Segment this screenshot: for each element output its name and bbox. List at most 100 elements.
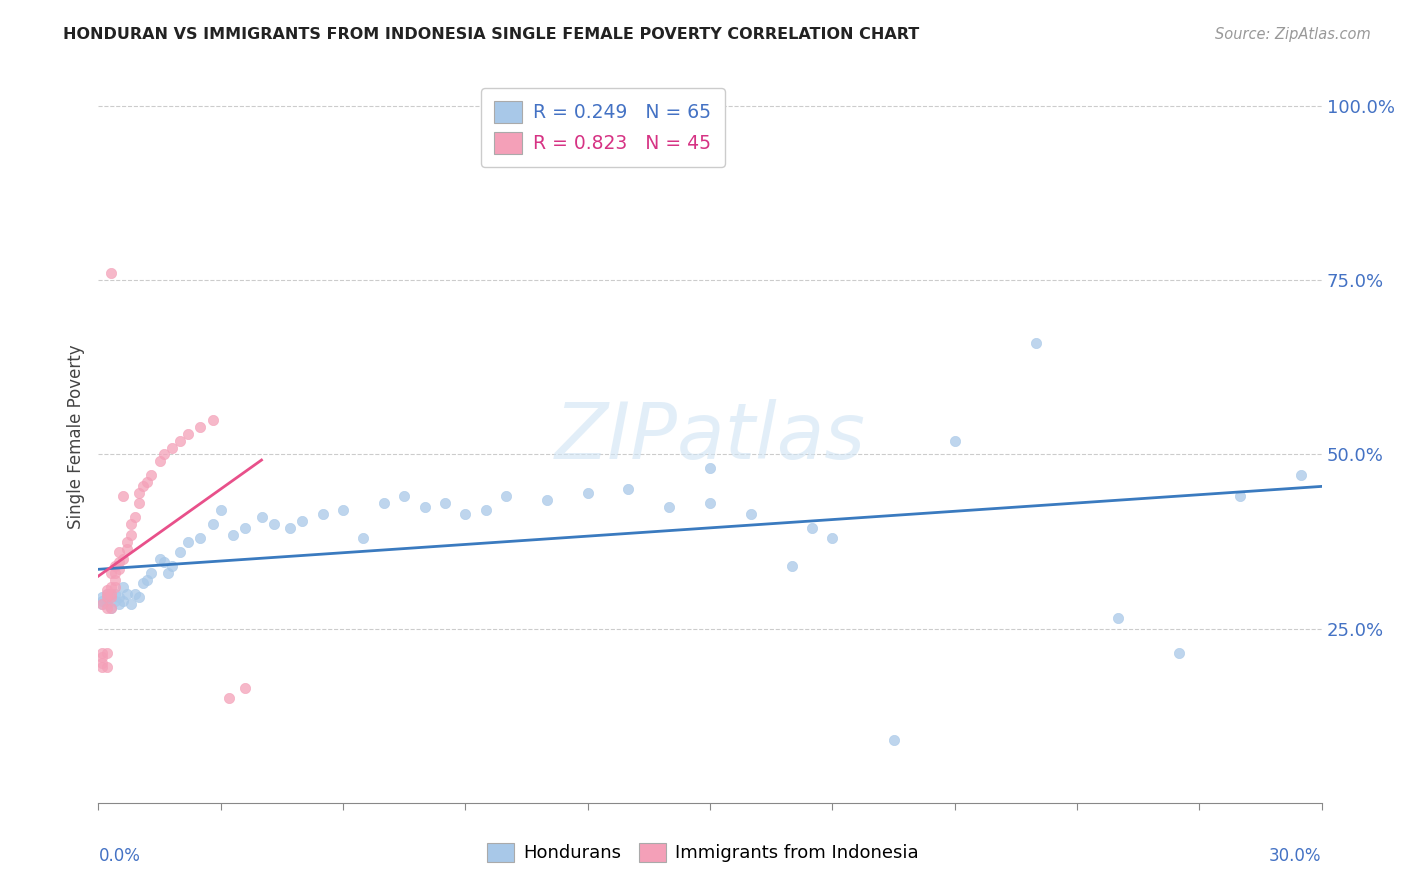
Point — [943, 434, 966, 448]
Point — [209, 503, 232, 517]
Point — [104, 587, 127, 601]
Point — [152, 448, 174, 462]
Point — [132, 576, 155, 591]
Point — [96, 591, 118, 605]
Point — [96, 583, 118, 598]
Point — [332, 503, 354, 517]
Point — [1025, 336, 1047, 351]
Point — [104, 573, 127, 587]
Point — [96, 587, 118, 601]
Text: Source: ZipAtlas.com: Source: ZipAtlas.com — [1215, 27, 1371, 42]
Point — [108, 545, 131, 559]
Point — [352, 531, 374, 545]
Point — [152, 556, 174, 570]
Point — [100, 566, 122, 580]
Point — [821, 531, 844, 545]
Point — [100, 591, 122, 605]
Point — [115, 534, 138, 549]
Point — [124, 587, 146, 601]
Point — [111, 489, 134, 503]
Point — [233, 521, 256, 535]
Y-axis label: Single Female Poverty: Single Female Poverty — [66, 345, 84, 529]
Legend: Hondurans, Immigrants from Indonesia: Hondurans, Immigrants from Indonesia — [479, 836, 927, 870]
Point — [100, 600, 122, 615]
Point — [120, 517, 142, 532]
Point — [1167, 646, 1189, 660]
Point — [392, 489, 416, 503]
Point — [100, 591, 122, 605]
Point — [128, 485, 150, 500]
Point — [263, 517, 285, 532]
Point — [291, 514, 314, 528]
Point — [91, 591, 114, 605]
Point — [495, 489, 517, 503]
Point — [100, 587, 122, 601]
Point — [780, 558, 803, 573]
Point — [100, 587, 122, 601]
Point — [91, 649, 114, 664]
Point — [96, 597, 118, 611]
Text: 30.0%: 30.0% — [1270, 847, 1322, 864]
Point — [115, 541, 138, 556]
Point — [177, 534, 200, 549]
Point — [156, 566, 179, 580]
Point — [91, 660, 114, 674]
Point — [883, 733, 905, 747]
Point — [1107, 611, 1129, 625]
Point — [96, 591, 118, 605]
Point — [104, 566, 127, 580]
Point — [658, 500, 681, 514]
Point — [136, 475, 159, 490]
Point — [149, 552, 172, 566]
Point — [104, 594, 127, 608]
Point — [128, 591, 150, 605]
Point — [96, 646, 118, 660]
Point — [188, 419, 212, 434]
Point — [91, 657, 114, 671]
Point — [108, 556, 131, 570]
Point — [128, 496, 150, 510]
Point — [120, 527, 142, 541]
Point — [413, 500, 436, 514]
Point — [96, 587, 118, 601]
Point — [801, 521, 824, 535]
Point — [91, 597, 114, 611]
Legend: R = 0.249   N = 65, R = 0.823   N = 45: R = 0.249 N = 65, R = 0.823 N = 45 — [481, 88, 724, 167]
Point — [740, 507, 762, 521]
Point — [373, 496, 395, 510]
Text: 0.0%: 0.0% — [98, 847, 141, 864]
Point — [454, 507, 477, 521]
Point — [169, 545, 191, 559]
Point — [278, 521, 301, 535]
Point — [617, 483, 640, 497]
Point — [100, 600, 122, 615]
Point — [141, 468, 163, 483]
Point — [91, 594, 114, 608]
Point — [111, 594, 134, 608]
Point — [100, 266, 122, 280]
Point — [312, 507, 335, 521]
Point — [111, 552, 134, 566]
Point — [141, 566, 163, 580]
Point — [149, 454, 172, 468]
Point — [250, 510, 273, 524]
Point — [100, 580, 122, 594]
Point — [434, 496, 457, 510]
Point — [201, 517, 224, 532]
Point — [201, 412, 224, 426]
Point — [104, 558, 127, 573]
Point — [111, 580, 134, 594]
Point — [120, 597, 142, 611]
Point — [91, 646, 114, 660]
Point — [124, 510, 146, 524]
Point — [132, 479, 155, 493]
Point — [108, 591, 131, 605]
Point — [188, 531, 212, 545]
Point — [96, 594, 118, 608]
Point — [177, 426, 200, 441]
Text: HONDURAN VS IMMIGRANTS FROM INDONESIA SINGLE FEMALE POVERTY CORRELATION CHART: HONDURAN VS IMMIGRANTS FROM INDONESIA SI… — [63, 27, 920, 42]
Point — [474, 503, 498, 517]
Point — [536, 492, 558, 507]
Text: ZIPatlas: ZIPatlas — [554, 399, 866, 475]
Point — [218, 691, 240, 706]
